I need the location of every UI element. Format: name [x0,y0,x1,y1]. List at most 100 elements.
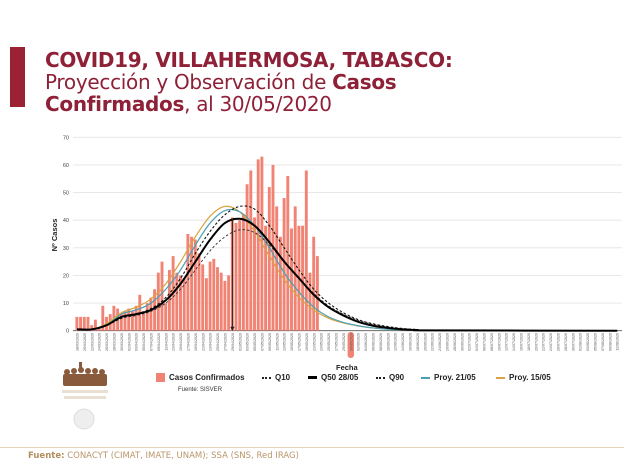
brand-accent-bar [10,47,25,107]
bar [156,272,160,331]
page-title: COVID19, VILLAHERMOSA, TABASCO: Proyecci… [45,49,453,115]
legend-label: Q10 [275,373,291,382]
x-tick-label: 26/06/2020 [446,333,450,351]
x-tick-label: 20/07/2020 [534,333,538,351]
legend-item-q50: Q50 28/05 [308,373,358,382]
footer-text: CONACYT (CIMAT, IMATE, UNAM); SSA (SNS, … [67,451,299,461]
x-tick-label: 28/03/2020 [113,333,117,351]
bar [179,275,182,331]
x-tick-label: 19/05/2020 [305,333,309,351]
legend-label: Proy. 15/05 [509,373,551,382]
x-tick-label: 09/08/2020 [608,333,612,351]
footer-label: Fuente: [28,451,65,461]
bar [93,319,97,331]
bar [286,175,290,331]
x-tick-label: 24/07/2020 [549,333,553,351]
x-tick-label: 25/04/2020 [216,333,220,351]
x-tick-label: 27/05/2020 [335,333,339,351]
bar [149,297,153,331]
x-tick-label: 30/05/2020 [349,333,353,351]
dashed-swatch [376,376,385,379]
x-tick-label: 11/04/2020 [164,333,168,351]
bar [123,311,127,331]
bar [201,264,205,331]
bar [245,184,249,331]
legend-item-proy-15-05: Proy. 15/05 [496,373,551,382]
title-line-2-text: Proyección y Observación de [45,70,333,94]
bar [79,316,83,331]
y-tick-label: 40 [63,218,69,224]
x-tick-label: 13/05/2020 [283,333,287,351]
x-tick-label: 20/06/2020 [423,333,427,351]
x-tick-label: 19/04/2020 [194,333,198,351]
bar [134,305,138,331]
y-tick-label: 10 [63,301,69,307]
title-line-2-bold: Casos [332,70,397,94]
y-axis-label: Nº Casos [50,219,59,252]
bar [186,234,190,331]
highlighted-date-marker [347,332,354,358]
bar [249,170,253,331]
bar [145,303,149,331]
x-tick-label: 25/05/2020 [327,333,331,351]
x-tick-label: 04/06/2020 [364,333,368,351]
x-tick-label: 18/06/2020 [416,333,420,351]
bar [216,267,219,331]
y-tick-label: 30 [63,246,69,252]
x-tick-label: 22/07/2020 [542,333,546,351]
y-tick-label: 50 [63,191,69,197]
title-line-2: Proyección y Observación de Casos [45,71,453,93]
bar [197,253,201,331]
y-tick-label: 0 [66,329,69,335]
bar [282,198,286,331]
x-tick-label: 12/07/2020 [505,333,509,351]
x-tick-label: 16/06/2020 [409,333,413,351]
bar [167,269,171,331]
x-tick-label: 30/03/2020 [120,333,124,351]
x-tick-label: 06/07/2020 [483,333,487,351]
logo [62,362,108,430]
title-line-3-text: , al 30/05/2020 [184,92,332,116]
bar [238,220,242,331]
x-tick-label: 28/07/2020 [564,333,568,351]
bar [82,316,86,331]
x-tick-label: 09/04/2020 [157,333,161,351]
bar [315,256,319,331]
logo-text-line [62,390,108,393]
x-tick-label: 23/05/2020 [320,333,324,351]
bar [86,316,90,331]
title-line-1: COVID19, VILLAHERMOSA, TABASCO: [45,48,453,72]
x-tick-label: 15/05/2020 [290,333,294,351]
legend-item-q90: Q90 [376,373,404,382]
series-line-proy-21-05 [76,208,618,332]
bar [253,217,256,331]
x-tick-label: 04/07/2020 [475,333,479,351]
bar [223,280,227,331]
x-tick-label: 01/04/2020 [127,333,131,351]
x-tick-label: 29/05/2020 [342,333,346,351]
bar [182,278,186,331]
bar [208,261,212,331]
x-tick-label: 05/04/2020 [142,333,146,351]
x-tick-label: 29/04/2020 [231,333,235,351]
x-tick-label: 13/04/2020 [172,333,176,351]
bar [130,311,134,331]
x-tick-label: 09/05/2020 [268,333,272,351]
bar [290,228,293,331]
x-tick-label: 22/06/2020 [431,333,435,351]
legend-item-proy-21-05: Proy. 21/05 [421,373,476,382]
x-tick-label: 17/04/2020 [187,333,191,351]
x-tick-label: 17/05/2020 [298,333,302,351]
bar [234,222,238,331]
x-tick-label: 26/03/2020 [105,333,109,351]
bar [101,305,105,331]
bar [267,187,271,331]
bar [204,278,208,331]
bar [90,325,94,331]
x-tick-label: 30/07/2020 [571,333,575,351]
x-tick-label: 30/06/2020 [460,333,464,351]
x-axis-label: Fecha [336,363,358,372]
heroes-of-mexico-logo [63,362,107,386]
x-tick-label: 01/05/2020 [238,333,242,351]
